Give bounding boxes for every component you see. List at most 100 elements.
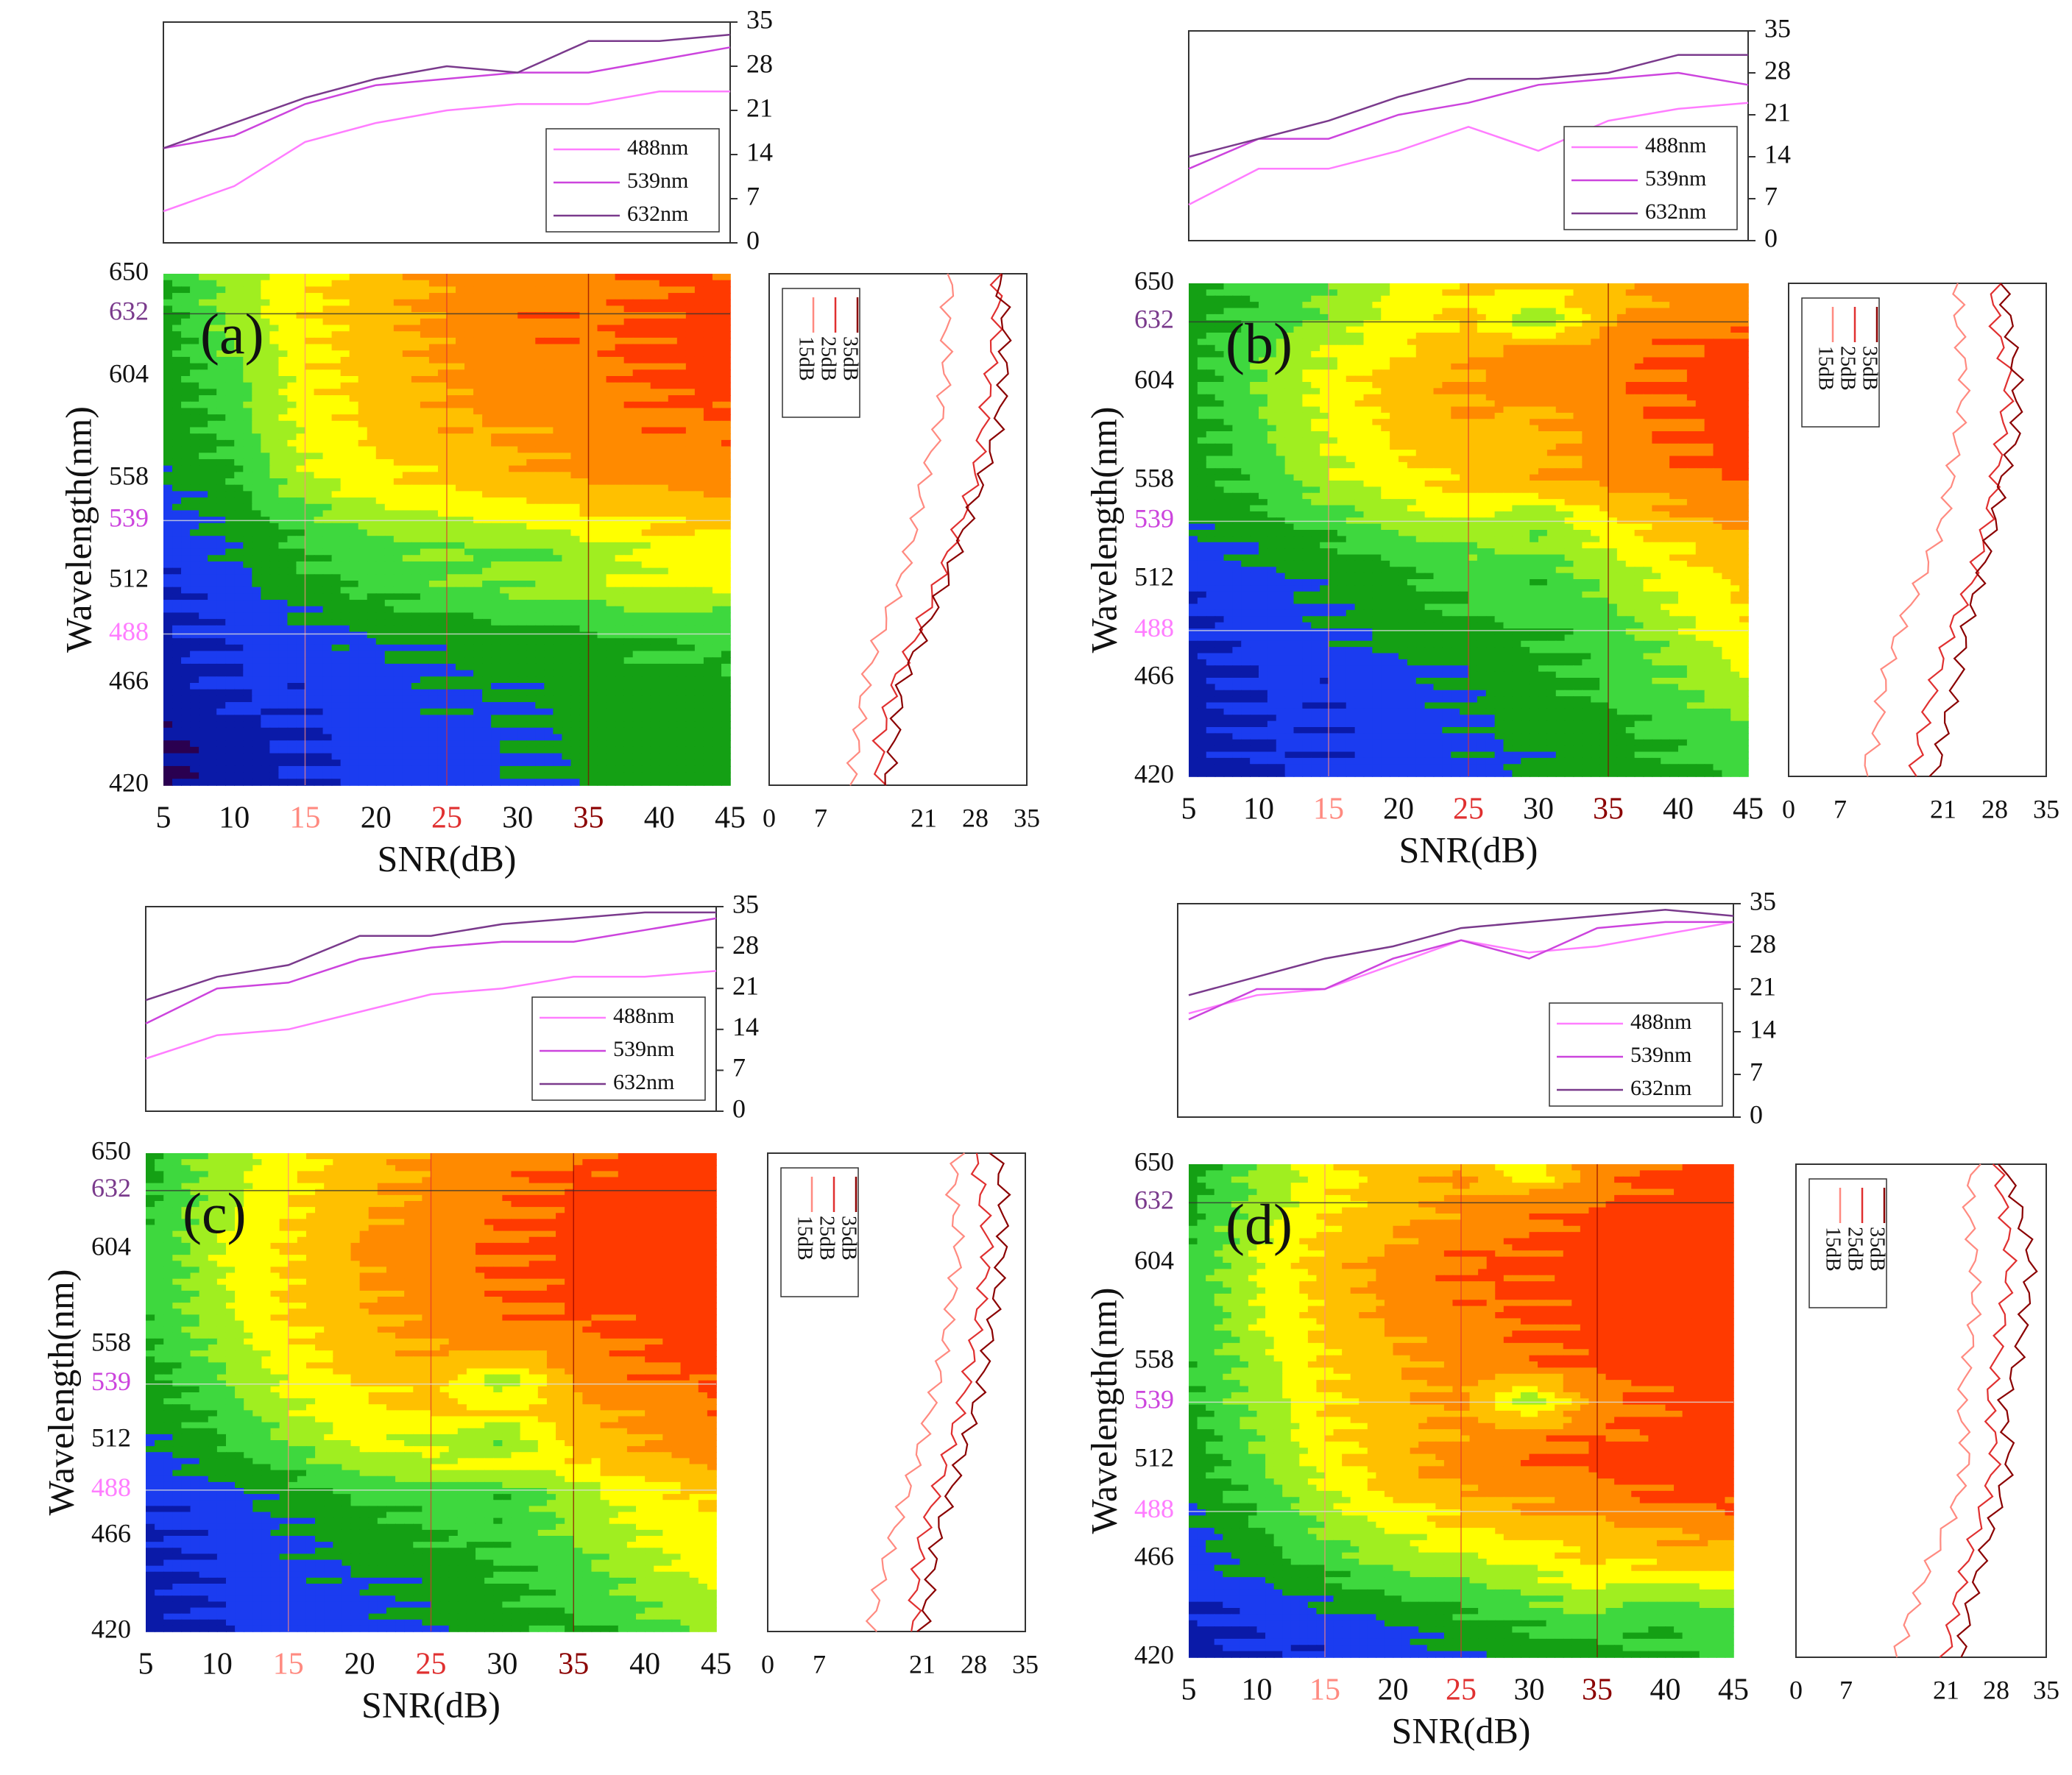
- heatmap-cell: [668, 446, 678, 454]
- heatmap-cell: [296, 638, 306, 645]
- heatmap-cell: [296, 286, 306, 294]
- heatmap-cell: [721, 600, 731, 607]
- heatmap-cell: [473, 651, 483, 659]
- heatmap-cell: [375, 427, 386, 434]
- heatmap-cell: [252, 721, 262, 729]
- heatmap-cell: [517, 567, 528, 575]
- heatmap-cell: [509, 389, 519, 396]
- heatmap-cell: [402, 651, 412, 659]
- heatmap-cell: [464, 286, 474, 294]
- heatmap-cell: [340, 491, 350, 498]
- heatmap-cell: [491, 350, 501, 358]
- heatmap-cell: [606, 657, 616, 665]
- heatmap-cell: [473, 522, 483, 531]
- heatmap-cell: [606, 555, 616, 562]
- heatmap-cell: [456, 548, 465, 556]
- heatmap-cell: [650, 356, 660, 364]
- heatmap-cell: [544, 484, 554, 492]
- heatmap-cell: [181, 581, 191, 588]
- heatmap-cell: [172, 331, 182, 339]
- heatmap-cell: [685, 695, 696, 703]
- heatmap-cell: [252, 612, 262, 620]
- heatmap-cell: [225, 458, 236, 467]
- heatmap-cell: [464, 734, 474, 741]
- heatmap-cell: [269, 651, 280, 659]
- heatmap-cell: [190, 695, 199, 703]
- heatmap-cell: [349, 503, 359, 511]
- heatmap-cell: [375, 734, 386, 741]
- heatmap-cell: [712, 619, 722, 626]
- heatmap-cell: [199, 548, 208, 556]
- heatmap-cell: [199, 458, 208, 467]
- heatmap-cell: [190, 382, 199, 390]
- heatmap-cell: [349, 427, 359, 434]
- heatmap-cell: [464, 433, 474, 441]
- heatmap-cell: [482, 453, 492, 460]
- heatmap-cell: [349, 325, 359, 332]
- heatmap-cell: [296, 702, 306, 709]
- heatmap-cell: [712, 318, 722, 326]
- heatmap-cell: [252, 465, 262, 473]
- heatmap-cell: [588, 337, 598, 345]
- heatmap-cell: [234, 458, 244, 467]
- heatmap-cell: [482, 369, 492, 377]
- heatmap-cell: [544, 702, 554, 709]
- heatmap-cell: [517, 561, 528, 569]
- heatmap-cell: [456, 395, 465, 403]
- heatmap-cell: [615, 657, 625, 665]
- heatmap-cell: [482, 625, 492, 633]
- heatmap-cell: [199, 484, 208, 492]
- heatmap-cell: [641, 356, 651, 364]
- heatmap-cell: [641, 631, 651, 639]
- heatmap-cell: [553, 529, 563, 536]
- heatmap-cell: [296, 606, 306, 614]
- heatmap-cell: [349, 305, 359, 313]
- heatmap-cell: [428, 439, 439, 447]
- heatmap-cell: [641, 740, 651, 748]
- heatmap-cell: [588, 376, 598, 383]
- heatmap-cell: [252, 625, 262, 633]
- heatmap-cell: [721, 439, 731, 447]
- heatmap-cell: [199, 420, 208, 428]
- heatmap-cell: [464, 651, 474, 659]
- heatmap-cell: [703, 587, 713, 595]
- heatmap-cell: [685, 746, 696, 754]
- heatmap-cell: [535, 382, 545, 390]
- heatmap-cell: [261, 401, 271, 409]
- heatmap-field: [163, 274, 731, 786]
- heatmap-cell: [553, 325, 563, 332]
- heatmap-cell: [375, 670, 386, 678]
- heatmap-cell: [331, 427, 342, 434]
- heatmap-cell: [641, 293, 651, 300]
- heatmap-cell: [553, 657, 563, 665]
- heatmap-cell: [650, 325, 660, 332]
- heatmap-cell: [615, 299, 625, 307]
- heatmap-cell: [464, 727, 474, 735]
- heatmap-cell: [437, 522, 448, 531]
- heatmap-cell: [163, 759, 173, 767]
- heatmap-cell: [606, 401, 616, 409]
- heatmap-cell: [305, 369, 315, 377]
- heatmap-cell: [402, 619, 412, 626]
- heatmap-cell: [296, 484, 306, 492]
- heatmap-cell: [535, 574, 545, 581]
- heatmap-cell: [393, 759, 403, 767]
- heatmap-cell: [676, 318, 687, 326]
- heatmap-cell: [456, 536, 465, 543]
- heatmap-cell: [190, 280, 199, 288]
- heatmap-cell: [526, 727, 537, 735]
- heatmap-cell: [623, 376, 634, 383]
- heatmap-cell: [659, 619, 669, 626]
- heatmap-cell: [597, 702, 607, 709]
- heatmap-cell: [482, 510, 492, 517]
- heatmap-cell: [375, 280, 386, 288]
- heatmap-cell: [331, 663, 342, 671]
- heatmap-cell: [358, 337, 368, 345]
- heatmap-cell: [517, 702, 528, 709]
- heatmap-cell: [296, 433, 306, 441]
- heatmap-cell: [464, 663, 474, 671]
- heatmap-cell: [358, 670, 368, 678]
- heatmap-cell: [668, 581, 678, 588]
- heatmap-cell: [358, 740, 368, 748]
- heatmap-cell: [393, 293, 403, 300]
